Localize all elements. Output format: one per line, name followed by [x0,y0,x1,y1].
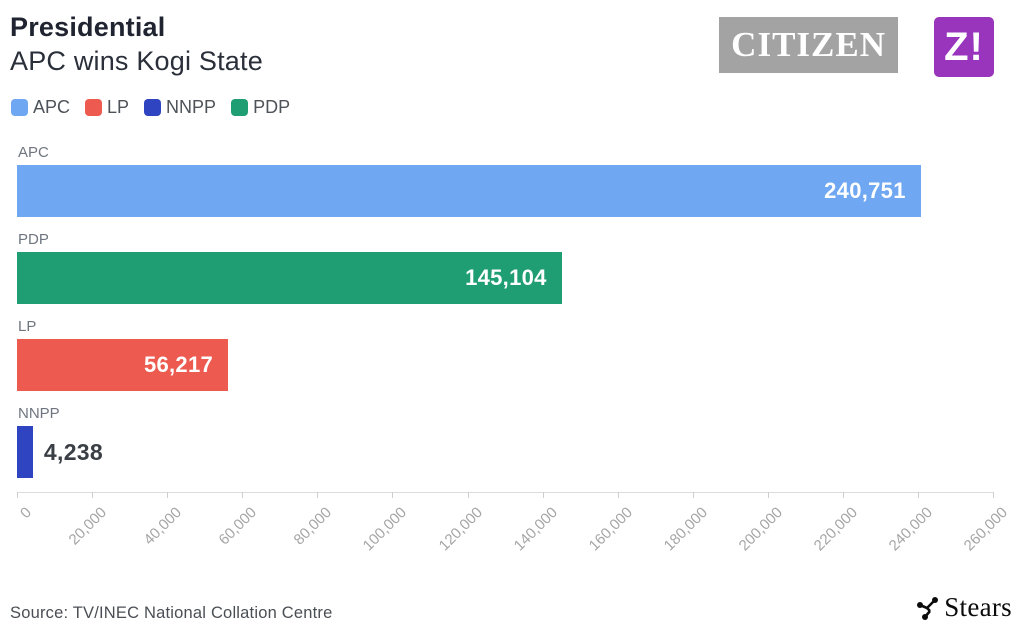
x-tick-mark [167,492,169,498]
legend-item-pdp: PDP [231,97,290,118]
header: Presidential APC wins Kogi State CITIZEN… [0,0,1024,77]
bar-chart: APC 240,751 PDP 145,104 LP 56,217 NNPP 4,238 [17,144,993,492]
x-tick-label: 60,000 [215,504,261,549]
legend-swatch-apc [11,99,28,116]
bar-value-label: 4,238 [43,438,103,465]
bar-track: 56,217 [17,339,993,391]
bar-category-label: LP [18,318,37,335]
x-tick-label: 200,000 [735,504,786,555]
citizen-logo: CITIZEN [719,17,898,73]
bar-category-label: APC [18,144,49,161]
footer: Source: TV/INEC National Collation Centr… [0,592,1024,623]
bar-category-label: NNPP [18,405,60,422]
bar-row-pdp: PDP 145,104 [17,231,993,304]
bar-value-label: 145,104 [465,265,547,290]
title-block: Presidential APC wins Kogi State [10,12,263,77]
stears-icon [917,596,939,620]
bar-pdp [17,252,562,304]
page-title: Presidential [10,12,166,42]
bar-track: 145,104 [17,252,993,304]
x-tick-label: 160,000 [585,504,636,555]
x-tick-label: 80,000 [290,504,336,549]
bar-nnpp [17,426,33,478]
x-tick-label: 220,000 [810,504,861,555]
x-tick-mark [767,492,769,498]
x-axis: 0 20,000 40,000 60,000 80,000 100,000 120,000 1… [17,492,1011,577]
x-tick-label: 20,000 [65,504,111,549]
bar-row-apc: APC 240,751 [17,144,993,217]
x-tick-label: 140,000 [510,504,561,555]
x-tick-mark [92,492,94,498]
bar-row-lp: LP 56,217 [17,318,993,391]
zikoko-logo: Z! [934,17,994,77]
x-tick-mark [692,492,694,498]
bar-row-nnpp: NNPP 4,238 [17,405,993,478]
x-tick-label: 260,000 [960,504,1012,555]
x-tick-mark [617,492,619,498]
x-tick-label: 180,000 [660,504,711,555]
stears-logo: Stears [916,592,1012,623]
bar-track: 240,751 [17,165,993,217]
x-tick-mark [467,492,469,498]
legend-item-nnpp: NNPP [144,97,216,118]
x-tick-label: 100,000 [360,504,411,555]
page-subtitle: APC wins Kogi State [10,46,263,76]
x-tick-mark [993,492,994,498]
legend-swatch-lp [85,99,103,116]
bar-apc [17,165,921,217]
x-tick-mark [842,492,844,498]
stears-wordmark: Stears [944,592,1012,622]
bar-value-label: 56,217 [143,352,214,377]
bar-lp [17,339,228,391]
x-tick-mark [542,492,544,498]
legend-item-apc: APC [11,97,70,118]
x-tick-label: 120,000 [435,504,486,555]
x-tick-label: 240,000 [885,504,936,555]
x-tick-mark [392,492,394,498]
bar-value-label: 240,751 [824,178,906,203]
x-tick-mark [17,492,18,498]
x-axis-line [17,492,993,493]
logo-group: CITIZEN Z! [719,12,1012,77]
x-tick-mark [317,492,319,498]
x-tick-mark [242,492,244,498]
legend-item-lp: LP [85,97,129,118]
legend-swatch-nnpp [144,99,162,116]
x-tick-mark [917,492,919,498]
legend-label: LP [107,97,130,117]
x-tick-label: 40,000 [140,504,186,549]
legend: APC LP NNPP PDP [0,77,1024,118]
legend-swatch-pdp [231,99,249,116]
legend-label: NNPP [166,97,217,117]
x-tick-label: 0 [17,504,36,522]
source-text: Source: TV/INEC National Collation Centr… [10,604,333,622]
legend-label: APC [33,97,71,117]
legend-label: PDP [253,97,291,117]
bar-category-label: PDP [18,231,49,248]
bar-track: 4,238 [17,426,993,478]
